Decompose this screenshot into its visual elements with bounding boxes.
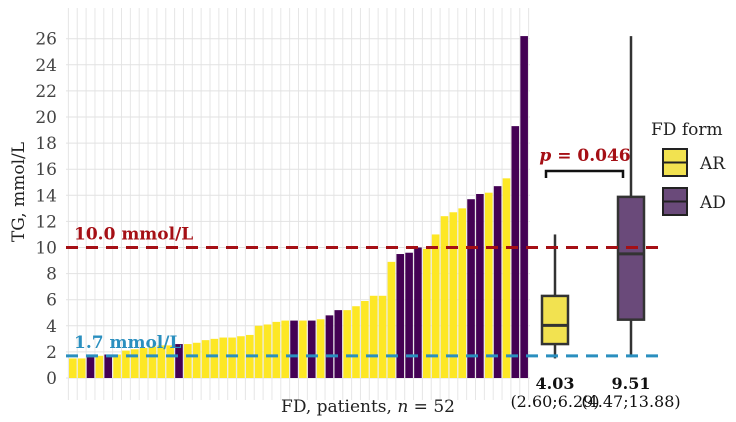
y-tick-label: 14: [35, 186, 57, 206]
y-tick-label: 24: [35, 56, 57, 76]
threshold-label-high: 10.0 mmol/L: [74, 225, 193, 245]
bar-ar: [69, 358, 77, 378]
box-ar-median-label: 4.03: [536, 374, 575, 393]
y-tick-label: 20: [35, 108, 57, 128]
bar-ar: [166, 345, 174, 378]
legend: FD form AR AD: [651, 120, 726, 216]
bar-ar: [157, 345, 166, 378]
box-ar-iqr-label: (2.60;6.29): [510, 392, 599, 411]
bar-ar: [139, 347, 148, 378]
bars: [69, 36, 528, 379]
bar-ad: [520, 36, 528, 379]
bar-ar: [281, 320, 289, 378]
bar-ar: [431, 234, 440, 378]
bar-ar: [210, 338, 219, 378]
y-tick-label: 18: [35, 134, 57, 154]
box-ad-median-label: 9.51: [612, 374, 651, 393]
y-tick-label: 26: [35, 30, 57, 50]
x-axis-label: FD, patients, n = 52: [281, 397, 455, 417]
bar-ar: [369, 295, 378, 378]
bar-ad: [175, 344, 183, 378]
y-tick-label: 4: [46, 317, 57, 337]
legend-item-ad: AD: [662, 187, 726, 216]
significance-bracket: [544, 169, 625, 178]
box-ar-iqr: [540, 294, 570, 346]
bar-ar: [130, 349, 139, 378]
bar-ar: [484, 192, 493, 378]
bar-ar: [361, 301, 369, 378]
bar-ar: [148, 346, 157, 378]
bar-ar: [237, 336, 245, 378]
y-tick-label: 10: [35, 239, 57, 259]
y-tick-label: 16: [35, 160, 57, 180]
bar-ar: [113, 354, 121, 378]
bar-ar: [228, 337, 236, 378]
bar-ar: [263, 324, 272, 378]
legend-label-ad: AD: [699, 193, 726, 213]
y-tick-label: 8: [46, 265, 57, 285]
bar-ad: [396, 254, 405, 378]
bar-ar: [440, 216, 449, 378]
bar-ar: [352, 306, 360, 378]
bar-ar: [122, 350, 130, 378]
bar-ad: [414, 247, 422, 378]
box-ad-iqr-label: (4.47;13.88): [581, 392, 680, 411]
bar-ad: [493, 186, 502, 378]
bar-ar: [387, 261, 396, 378]
y-tick-label: 12: [35, 212, 57, 232]
box-plots: 4.03(2.60;6.29) 9.51(4.47;13.88): [510, 36, 681, 411]
bar-ar: [458, 208, 466, 378]
legend-label-ar: AR: [699, 154, 726, 174]
bar-ar: [254, 325, 263, 378]
bar-ad: [334, 310, 343, 378]
bar-ar: [449, 212, 458, 378]
threshold-lines: 10.0 mmol/L 1.7 mmol/L: [66, 225, 664, 358]
bar-ar: [77, 358, 86, 378]
bar-ar: [423, 248, 431, 378]
bar-ad: [290, 320, 298, 378]
bar-ar: [95, 355, 104, 378]
bar-ad: [511, 126, 520, 378]
box-ad-iqr: [616, 195, 646, 321]
y-tick-label: 6: [46, 291, 57, 311]
bar-ar: [378, 295, 387, 378]
bar-ad: [325, 315, 334, 378]
bar-ad: [405, 252, 413, 378]
y-axis-label: TG, mmol/L: [9, 142, 29, 242]
legend-title: FD form: [651, 120, 723, 140]
bar-ad: [86, 357, 95, 378]
bar-ar: [272, 321, 281, 378]
y-tick-label: 22: [35, 82, 57, 102]
bar-ar: [299, 320, 307, 378]
bar-ad: [476, 193, 484, 378]
bar-ad: [104, 354, 112, 378]
bar-ar: [316, 319, 325, 378]
bar-ar: [502, 178, 511, 378]
bar-ar: [184, 344, 192, 378]
p-value-label: p = 0.046: [539, 146, 630, 166]
y-tick-label: 0: [46, 369, 57, 389]
bar-ar: [219, 337, 228, 378]
p-value-annotation: p = 0.046: [539, 146, 631, 178]
bar-ar: [201, 340, 210, 378]
bar-ad: [467, 199, 475, 378]
grid: [66, 8, 530, 400]
y-tick-label: 2: [46, 343, 57, 363]
bar-ar: [192, 342, 201, 378]
bar-ad: [307, 320, 316, 378]
legend-item-ar: AR: [662, 148, 726, 177]
threshold-label-low: 1.7 mmol/L: [74, 333, 181, 353]
bar-ar: [343, 310, 351, 378]
